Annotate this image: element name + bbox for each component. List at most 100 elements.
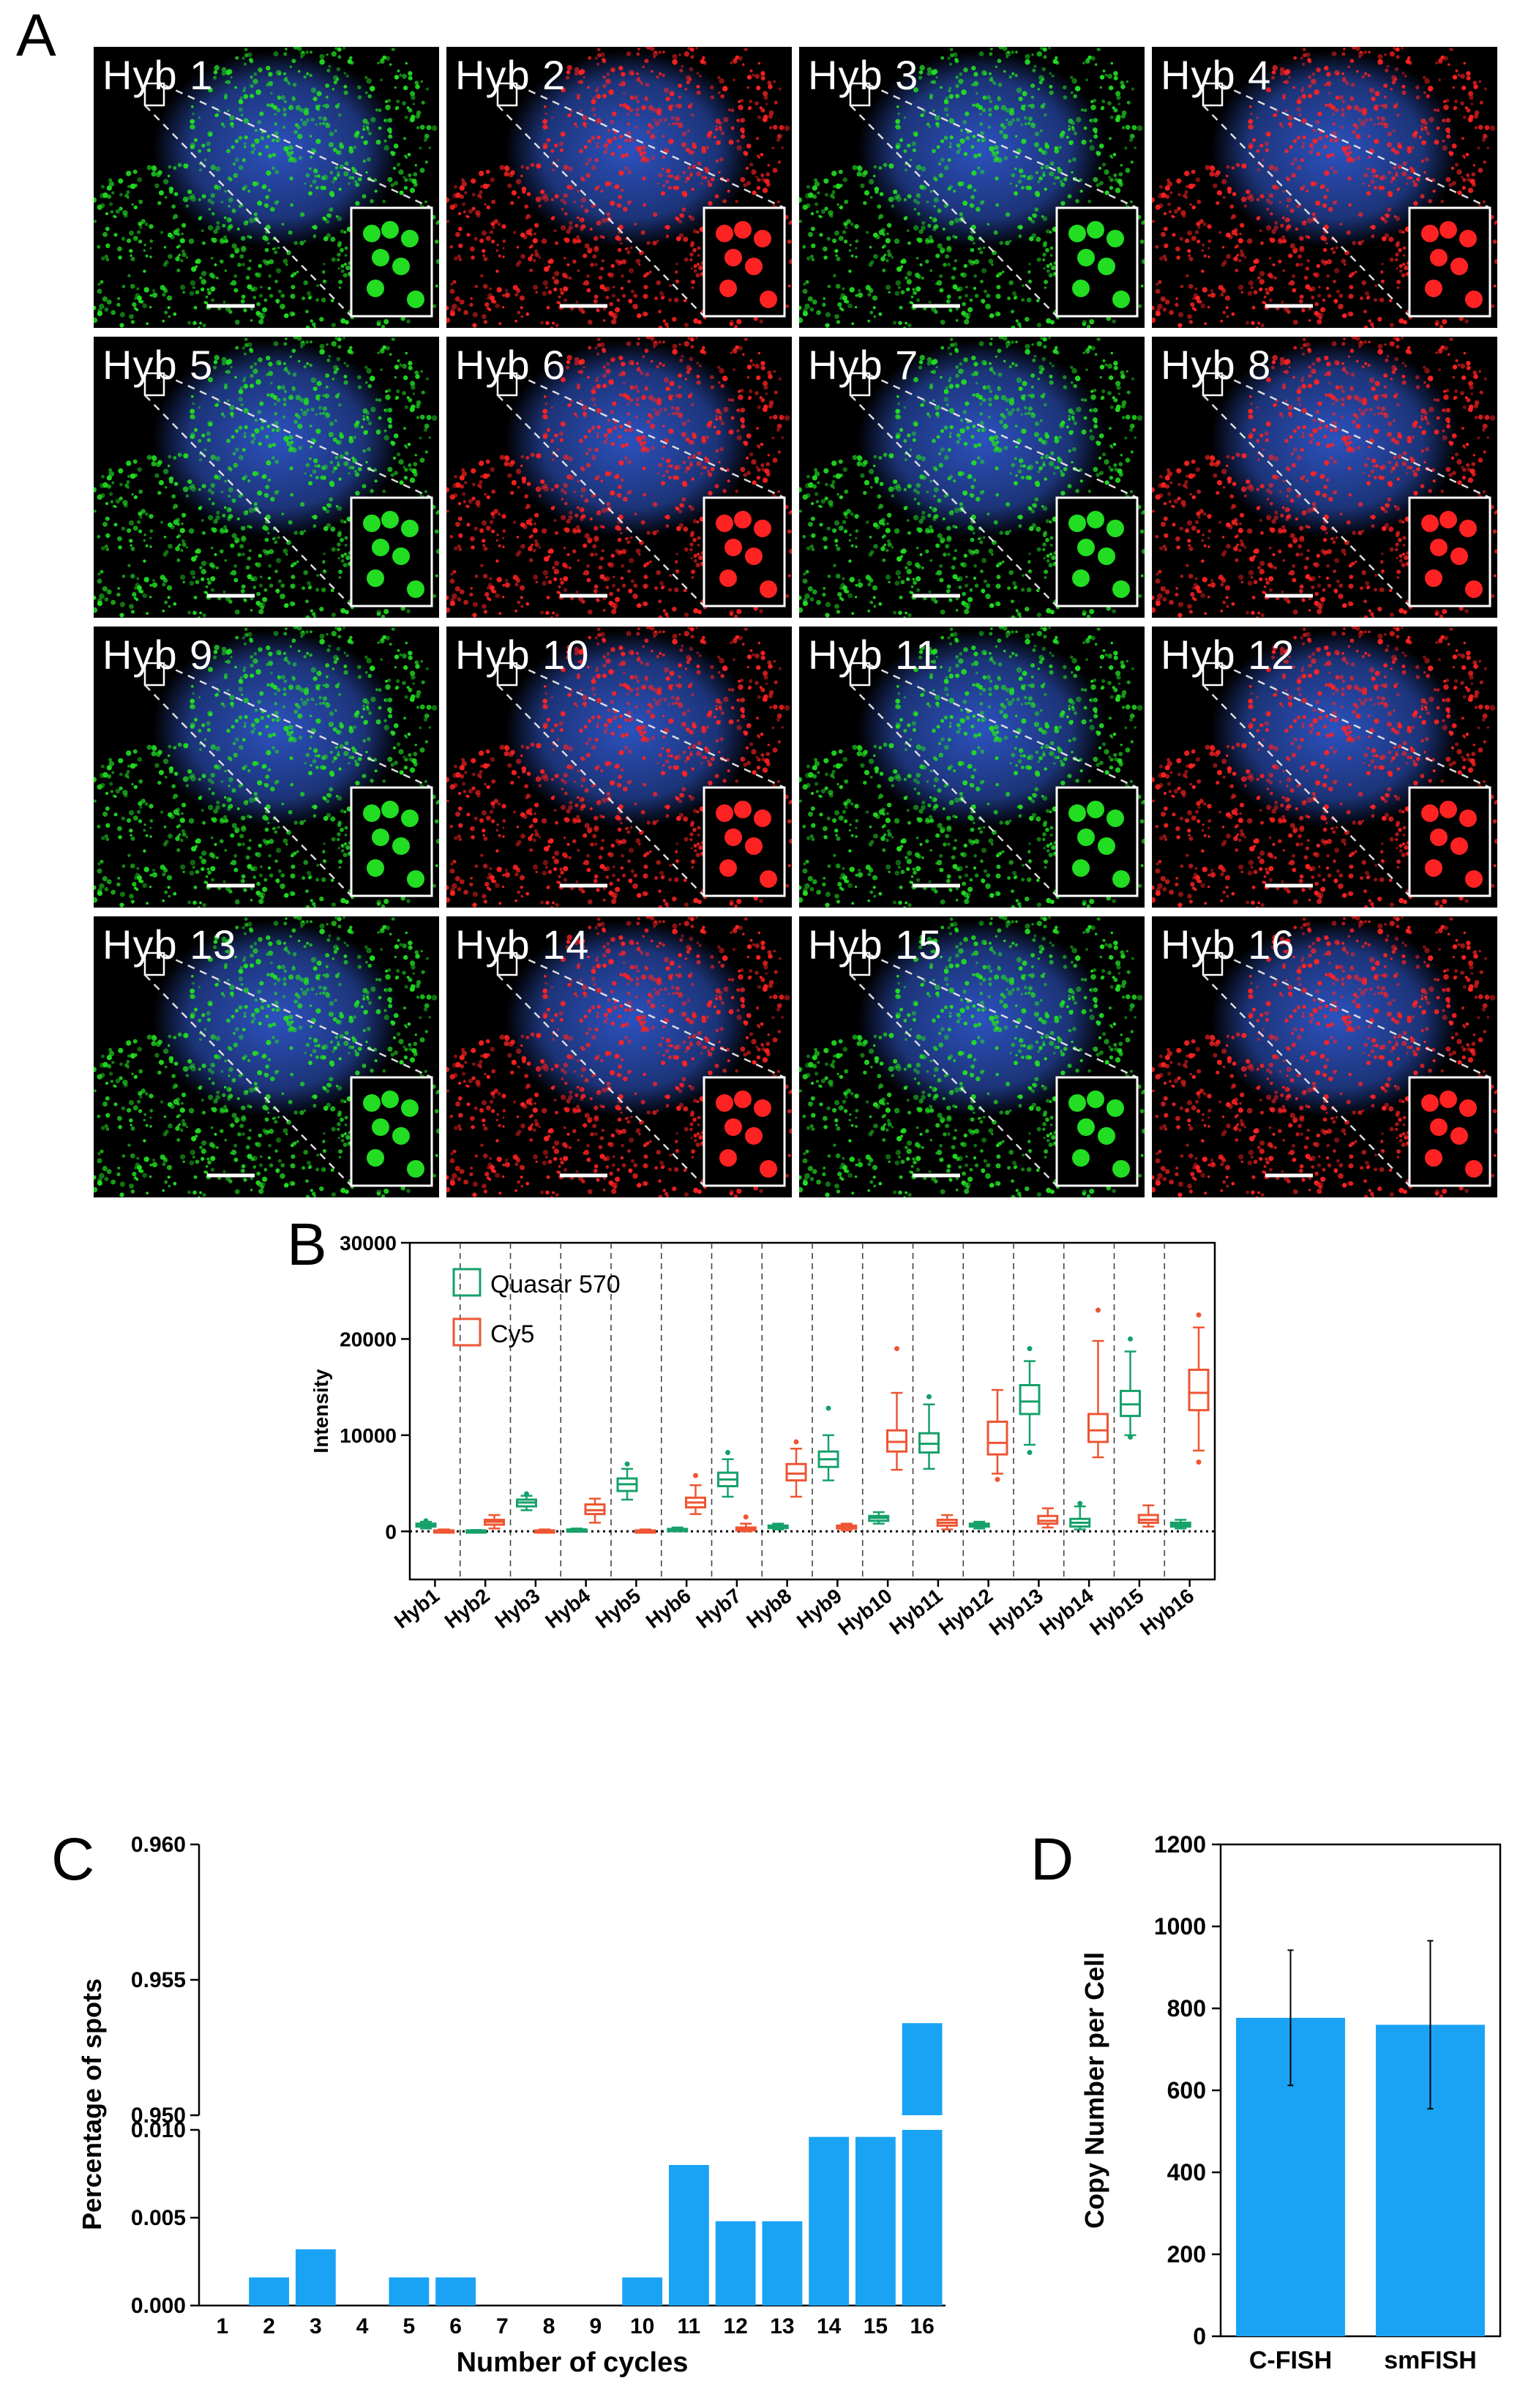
box-quasar-570: [465, 1529, 487, 1534]
inset-zoom: [1408, 786, 1491, 897]
inset-spot: [1450, 837, 1468, 855]
inset-spot: [1430, 249, 1448, 266]
box-quasar-570: [1019, 1346, 1041, 1456]
box-cy5: [634, 1528, 656, 1534]
y-tick-label: 20000: [340, 1328, 397, 1350]
inset-spot: [1098, 258, 1115, 275]
zoom-line: [163, 373, 433, 499]
hyb-label: Hyb 7: [808, 342, 919, 388]
y-tick-label: 1200: [1154, 1831, 1206, 1858]
x-tick-label: 8: [543, 2314, 555, 2338]
outlier-point: [1196, 1459, 1202, 1465]
microscopy-image: [94, 47, 439, 328]
box-quasar-570: [415, 1518, 437, 1530]
zoom-line: [516, 83, 785, 209]
nucleus-blob: [1210, 340, 1459, 538]
box-quasar-570: [1120, 1336, 1141, 1440]
microscopy-tile: Hyb 7: [799, 337, 1145, 618]
zoom-line: [144, 105, 352, 317]
inset-spot: [1425, 280, 1442, 297]
microscopy-image: [446, 47, 792, 328]
nucleus-blob: [505, 920, 754, 1118]
outlier-point: [743, 1514, 749, 1520]
inset-spot: [1450, 258, 1468, 275]
box-cy5: [936, 1514, 958, 1530]
zoom-line: [497, 974, 705, 1186]
x-tick-label: Hyb13: [985, 1584, 1047, 1639]
legend: Quasar 570 Cy5: [452, 1268, 621, 1348]
inset-spot: [401, 809, 419, 827]
inset-spot: [716, 804, 733, 822]
inset-spot: [372, 1118, 389, 1136]
inset-spot: [1450, 547, 1468, 565]
box-quasar-570: [968, 1520, 990, 1530]
y-tick-label: 200: [1167, 2241, 1206, 2267]
bar: [809, 2136, 850, 2306]
inset-spot: [1106, 809, 1124, 827]
bar: [622, 2277, 663, 2306]
microscopy-image: [94, 337, 439, 618]
box-quasar-570: [918, 1394, 940, 1470]
y-tick-label: 1000: [1154, 1913, 1206, 1940]
inset-spot: [1465, 1160, 1483, 1178]
microscopy-image: [1152, 337, 1497, 618]
rna-spots: [446, 47, 792, 328]
y-tick-label: 400: [1167, 2159, 1206, 2185]
zoom-line: [497, 105, 705, 317]
microscopy-image: [446, 627, 792, 908]
zoom-line: [869, 663, 1138, 789]
outlier-point: [693, 1473, 698, 1478]
hyb-label: Hyb 8: [1161, 342, 1272, 388]
inset-spot: [1112, 1160, 1130, 1178]
x-tick-label: Hyb15: [1085, 1584, 1147, 1639]
bar: [249, 2277, 290, 2306]
inset-spot: [734, 221, 752, 239]
inset-spot: [1421, 225, 1439, 242]
zoom-line: [144, 974, 352, 1186]
bar: [668, 2165, 709, 2306]
rna-spots: [446, 627, 792, 908]
inset-spot: [1087, 221, 1104, 239]
inset-spot: [367, 569, 384, 587]
x-tick-label: smFISH: [1384, 2347, 1477, 2374]
x-tick-label: Hyb4: [541, 1584, 594, 1633]
inset-spot: [719, 859, 737, 877]
x-tick-label: 5: [403, 2314, 416, 2338]
inset-spot: [1072, 280, 1090, 297]
inset-spot: [1112, 870, 1130, 888]
inset-spot: [372, 829, 389, 846]
outlier-point: [825, 1405, 831, 1411]
zoom-line: [516, 373, 785, 499]
zoom-line: [516, 663, 785, 789]
nucleus-blob: [152, 630, 401, 828]
inset-spot: [372, 249, 389, 266]
zoom-line: [163, 83, 433, 209]
x-tick-label: Hyb8: [742, 1584, 795, 1633]
zoom-line: [850, 974, 1057, 1186]
bar: [715, 2221, 756, 2306]
hyb-label: Hyb 2: [455, 52, 566, 98]
x-tick-label: 11: [678, 2314, 701, 2338]
roi-box: [143, 662, 165, 687]
roi-box: [1202, 372, 1224, 397]
nucleus-blob: [1210, 630, 1459, 828]
bar: [855, 2136, 896, 2306]
box-cy5: [886, 1346, 907, 1471]
x-tick-label: Hyb11: [885, 1584, 946, 1639]
outlier-point: [624, 1461, 630, 1467]
inset-zoom: [1055, 786, 1139, 897]
nucleus-blob: [505, 630, 754, 828]
inset-spot: [719, 280, 737, 297]
box-cy5: [785, 1439, 807, 1498]
zoom-line: [869, 953, 1138, 1079]
inset-zoom: [350, 786, 433, 897]
inset-spot: [734, 511, 752, 528]
hyb-label: Hyb 11: [808, 632, 940, 678]
outlier-point: [1196, 1312, 1202, 1318]
inset-spot: [1421, 1094, 1439, 1112]
roi-box: [1202, 951, 1224, 976]
nucleus-blob: [152, 340, 401, 538]
y-tick-label: 10000: [340, 1424, 397, 1447]
inset-zoom: [703, 1076, 786, 1187]
zoom-line: [1221, 953, 1491, 1079]
